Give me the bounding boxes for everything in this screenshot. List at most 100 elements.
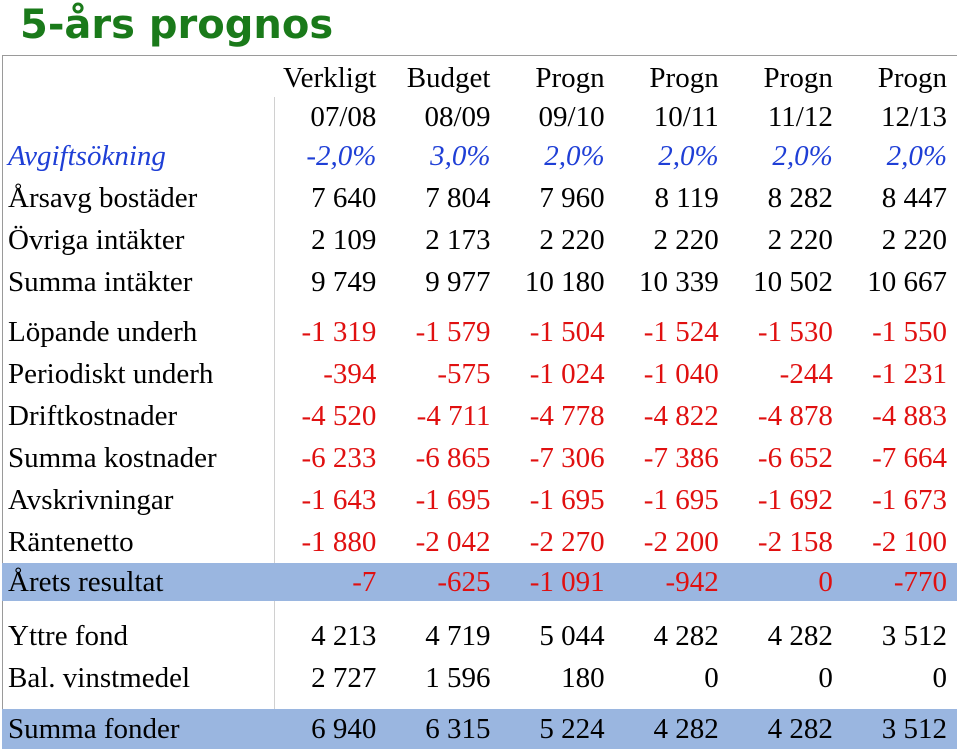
cell: 7 804 (425, 181, 491, 214)
table-row: Avskrivningar -1 643 -1 695 -1 695 -1 69… (2, 479, 957, 521)
cell: -942 (614, 563, 729, 601)
cell: 2,0% (658, 139, 719, 172)
row-label: Summa intäkter (8, 265, 193, 298)
table-row: Summa intäkter 9 749 9 977 10 180 10 339… (2, 261, 957, 303)
cell: 2 220 (653, 223, 719, 256)
cell: -625 (386, 563, 501, 601)
table-row: Periodiskt underh -394 -575 -1 024 -1 04… (2, 353, 957, 395)
cell: 2 109 (311, 223, 377, 256)
cell: -1 524 (643, 315, 719, 348)
row-label: Räntenetto (8, 525, 134, 558)
cell: -2 042 (415, 525, 491, 558)
col-header-progn-1213: Progn (877, 61, 947, 94)
row-label: Driftkostnader (8, 399, 178, 432)
cell: -1 091 (500, 563, 615, 601)
cell: 4 213 (311, 619, 377, 652)
cell: 3 512 (881, 619, 947, 652)
col-period: 07/08 (310, 100, 377, 133)
cell: -1 880 (301, 525, 377, 558)
cell: 4 282 (767, 619, 833, 652)
cell: -1 643 (301, 483, 377, 516)
cell: -1 530 (757, 315, 833, 348)
cell: -575 (437, 357, 491, 390)
row-label: Yttre fond (8, 619, 128, 652)
cell: 2 220 (539, 223, 605, 256)
cell: -1 695 (415, 483, 491, 516)
spacer-row (2, 699, 957, 709)
cell: 7 960 (539, 181, 605, 214)
table-row: Räntenetto -1 880 -2 042 -2 270 -2 200 -… (2, 521, 957, 563)
col-header-progn-0910: Progn (535, 61, 605, 94)
cell: -1 579 (415, 315, 491, 348)
cell: -1 695 (643, 483, 719, 516)
cell: 4 282 (614, 709, 729, 749)
table-frame (2, 55, 957, 743)
cell: -1 231 (872, 357, 947, 390)
cell: 9 977 (425, 265, 491, 298)
spacer-row (2, 303, 957, 311)
table-row: Summa kostnader -6 233 -6 865 -7 306 -7 … (2, 437, 957, 479)
header-row-2: 07/08 08/09 09/10 10/11 11/12 12/13 (2, 99, 957, 135)
cell: 2,0% (544, 139, 605, 172)
cell: -7 386 (643, 441, 719, 474)
row-label: Löpande underh (8, 315, 198, 348)
cell: -1 550 (872, 315, 947, 348)
cell: -7 664 (872, 441, 947, 474)
cell: 10 339 (638, 265, 719, 298)
cell: 0 (818, 661, 833, 694)
cell: -4 711 (416, 399, 491, 432)
col-header-budget: Budget (406, 61, 491, 94)
row-label: Summa kostnader (8, 441, 217, 474)
cell: 2 220 (767, 223, 833, 256)
table-row: Yttre fond 4 213 4 719 5 044 4 282 4 282… (2, 615, 957, 657)
cell: -2 200 (643, 525, 719, 558)
row-label: Periodiskt underh (8, 357, 214, 390)
cell: 7 640 (311, 181, 377, 214)
col-period: 09/10 (538, 100, 605, 133)
cell: -4 883 (872, 399, 947, 432)
table-row: Driftkostnader -4 520 -4 711 -4 778 -4 8… (2, 395, 957, 437)
cell: -6 652 (757, 441, 833, 474)
cell: -4 878 (757, 399, 833, 432)
header-corner (2, 57, 272, 99)
cell: 10 180 (524, 265, 605, 298)
table-row: Årsavg bostäder 7 640 7 804 7 960 8 119 … (2, 177, 957, 219)
col-header-verkligt: Verkligt (282, 61, 377, 94)
cell: 3,0% (430, 139, 491, 172)
cell: 0 (704, 661, 719, 694)
cell: -2 270 (529, 525, 605, 558)
cell: -6 233 (301, 441, 377, 474)
row-label: Årsavg bostäder (8, 181, 198, 214)
cell: -1 504 (529, 315, 605, 348)
cell: -1 024 (529, 357, 605, 390)
col-header-progn-1112: Progn (763, 61, 833, 94)
result-row: Årets resultat -7 -625 -1 091 -942 0 -77… (2, 563, 957, 601)
table-row: Avgiftsökning -2,0% 3,0% 2,0% 2,0% 2,0% … (2, 135, 957, 177)
cell: 10 502 (753, 265, 833, 298)
forecast-table: Verkligt Budget Progn Progn Progn Progn … (2, 57, 957, 749)
col-header-progn-1011: Progn (649, 61, 719, 94)
cell: 180 (561, 661, 605, 694)
cell: -4 778 (529, 399, 605, 432)
cell: -770 (842, 563, 957, 601)
cell: -244 (779, 357, 833, 390)
cell: 4 282 (653, 619, 719, 652)
page-title: 5-års prognos (20, 2, 334, 48)
cell: 3 512 (842, 709, 957, 749)
cell: 9 749 (311, 265, 377, 298)
cell: 2,0% (772, 139, 833, 172)
table-row: Löpande underh -1 319 -1 579 -1 504 -1 5… (2, 311, 957, 353)
cell: 0 (932, 661, 948, 694)
cell: 8 119 (654, 181, 719, 214)
cell: -6 865 (415, 441, 491, 474)
cell: 4 282 (728, 709, 843, 749)
row-label: Övriga intäkter (8, 223, 185, 256)
cell: -2 158 (757, 525, 833, 558)
cell: 10 667 (867, 265, 947, 298)
row-label: Avgiftsökning (8, 139, 166, 172)
table-row: Övriga intäkter 2 109 2 173 2 220 2 220 … (2, 219, 957, 261)
col-period: 10/11 (653, 100, 719, 133)
cell: 2,0% (886, 139, 947, 172)
cell: 6 940 (272, 709, 387, 749)
cell: -394 (323, 357, 377, 390)
